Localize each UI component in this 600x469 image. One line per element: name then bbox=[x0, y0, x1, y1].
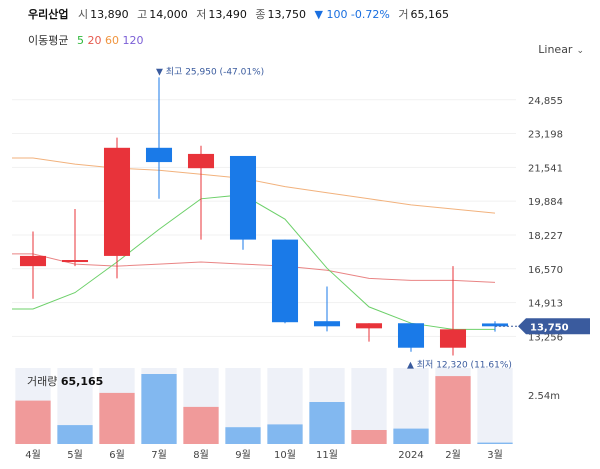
candle-body[interactable] bbox=[103, 147, 131, 256]
volume-bar bbox=[267, 424, 303, 444]
moving-average-legend[interactable]: 이동평균 5 20 60 120 bbox=[28, 32, 143, 48]
volume-panel-title: 거래량 bbox=[27, 375, 58, 388]
min-annotation: ▲ 최저 12,320 (11.61%) bbox=[407, 359, 512, 370]
volume-value: 65,165 bbox=[410, 8, 449, 21]
y-tick-label: 18,227 bbox=[528, 231, 563, 242]
close-value: 13,750 bbox=[267, 8, 306, 21]
candle-body[interactable] bbox=[145, 147, 173, 163]
volume-bar bbox=[183, 406, 219, 444]
ma-legend-20: 20 bbox=[87, 34, 102, 47]
change-value: ▼ 100 -0.72% bbox=[314, 8, 390, 21]
y-tick-label: 16,570 bbox=[528, 265, 563, 276]
volume-bar bbox=[141, 374, 177, 444]
low-value: 13,490 bbox=[208, 8, 247, 21]
x-tick-label: 9월 bbox=[235, 449, 251, 461]
scale-mode-dropdown[interactable]: Linear ⌄ bbox=[538, 43, 584, 56]
y-tick-label: 24,855 bbox=[528, 96, 563, 107]
stock-name: 우리산업 bbox=[28, 8, 69, 21]
volume-column-bg bbox=[477, 368, 513, 444]
scale-mode-label: Linear bbox=[538, 43, 573, 56]
candle-body[interactable] bbox=[187, 153, 215, 169]
candle-body[interactable] bbox=[229, 155, 257, 240]
volume-label: 거 bbox=[398, 8, 409, 21]
y-tick-label: 21,541 bbox=[528, 163, 563, 174]
candle-body[interactable] bbox=[355, 323, 383, 329]
open-label: 시 bbox=[77, 8, 89, 21]
x-tick-label: 2월 bbox=[445, 449, 461, 461]
volume-bar bbox=[351, 430, 387, 444]
volume-bar bbox=[15, 400, 51, 444]
y-tick-label: 14,913 bbox=[528, 299, 563, 310]
volume-bar bbox=[99, 392, 135, 444]
high-value: 14,000 bbox=[149, 8, 188, 21]
candle-body[interactable] bbox=[481, 323, 509, 327]
volume-bar bbox=[225, 427, 261, 444]
candle-body[interactable] bbox=[397, 323, 425, 348]
candle-body[interactable] bbox=[313, 321, 341, 327]
ma-legend-60: 60 bbox=[104, 34, 119, 47]
high-label: 고 bbox=[137, 8, 148, 21]
candle-body[interactable] bbox=[439, 329, 467, 348]
volume-bar bbox=[309, 402, 345, 444]
ma-legend-120: 120 bbox=[122, 34, 144, 47]
y-tick-label: 13,256 bbox=[528, 332, 563, 343]
candle-body[interactable] bbox=[19, 255, 47, 267]
volume-bar bbox=[393, 428, 429, 444]
volume-axis-label: 2.54m bbox=[528, 391, 560, 402]
low-label: 저 bbox=[196, 8, 207, 21]
candle-body[interactable] bbox=[61, 260, 89, 263]
y-tick-label: 23,198 bbox=[528, 130, 563, 141]
open-value: 13,890 bbox=[90, 8, 129, 21]
x-tick-label: 2024 bbox=[398, 450, 423, 461]
x-tick-label: 4월 bbox=[25, 449, 41, 461]
price-header: 우리산업 시 13,890 고 14,000 저 13,490 종 13,750 ▼ 1… bbox=[28, 6, 454, 22]
volume-bar bbox=[57, 425, 93, 444]
volume-panel-label: 거래량 65,165 bbox=[27, 373, 103, 389]
x-tick-label: 5월 bbox=[67, 449, 83, 461]
x-tick-label: 6월 bbox=[109, 449, 125, 461]
volume-bar bbox=[435, 376, 471, 444]
x-tick-label: 3월 bbox=[487, 449, 503, 461]
close-label: 종 bbox=[255, 8, 266, 21]
chevron-down-icon: ⌄ bbox=[576, 46, 584, 56]
y-tick-label: 19,884 bbox=[528, 197, 563, 208]
x-tick-label: 7월 bbox=[151, 449, 167, 461]
ma20-line bbox=[12, 253, 496, 283]
current-price-tag bbox=[518, 318, 590, 335]
ma-legend-title: 이동평균 bbox=[28, 34, 69, 47]
candle-body[interactable] bbox=[271, 239, 299, 323]
x-tick-label: 8월 bbox=[193, 449, 209, 461]
volume-bar bbox=[477, 442, 513, 444]
ma-legend-5: 5 bbox=[76, 34, 84, 47]
x-tick-label: 10월 bbox=[274, 449, 296, 461]
max-annotation: ▼ 최고 25,950 (-47.01%) bbox=[156, 66, 264, 77]
x-tick-label: 11월 bbox=[316, 449, 338, 461]
current-price-label: 13,750 bbox=[530, 322, 569, 333]
volume-panel-value: 65,165 bbox=[60, 375, 104, 388]
